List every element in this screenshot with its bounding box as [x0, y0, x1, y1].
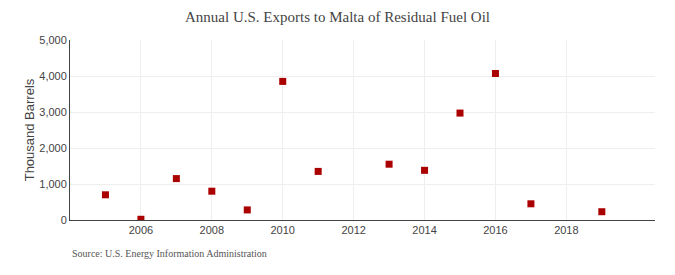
svg-text:0: 0: [61, 214, 67, 226]
svg-text:1,000: 1,000: [39, 178, 67, 190]
svg-text:2,000: 2,000: [39, 142, 67, 154]
svg-text:Annual U.S. Exports to Malta o: Annual U.S. Exports to Malta of Residual…: [185, 9, 490, 25]
svg-text:2010: 2010: [270, 224, 294, 236]
svg-text:5,000: 5,000: [39, 34, 67, 46]
svg-text:2018: 2018: [554, 224, 578, 236]
svg-text:4,000: 4,000: [39, 70, 67, 82]
svg-text:3,000: 3,000: [39, 106, 67, 118]
svg-text:2008: 2008: [200, 224, 224, 236]
svg-text:2014: 2014: [412, 224, 436, 236]
svg-text:2016: 2016: [483, 224, 507, 236]
svg-text:2012: 2012: [341, 224, 365, 236]
svg-text:Source: U.S. Energy Informatio: Source: U.S. Energy Information Administ…: [72, 248, 267, 259]
svg-text:2006: 2006: [129, 224, 153, 236]
svg-text:Thousand Barrels: Thousand Barrels: [22, 78, 37, 181]
